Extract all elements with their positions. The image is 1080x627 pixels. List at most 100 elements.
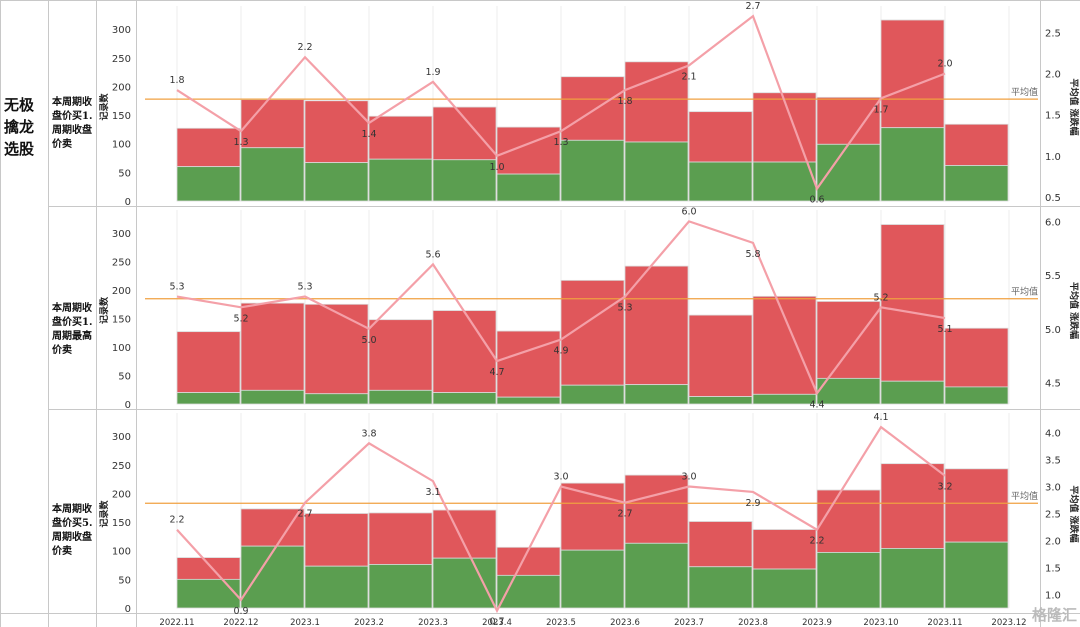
y-tick-label-2-1: 50 <box>118 575 131 586</box>
line-value-label-2-1: 0.9 <box>233 606 248 617</box>
bar-win-2-12 <box>944 541 1009 609</box>
bar-loss-0-6 <box>560 76 625 141</box>
bar-win-2-8 <box>688 566 753 609</box>
bar-win-1-11 <box>880 380 945 405</box>
bar-loss-2-10 <box>816 489 881 553</box>
avg-change-line-0 <box>176 14 946 192</box>
y-tick-label-1-0: 0 <box>125 400 131 411</box>
frame-divider-right <box>1040 0 1041 627</box>
y-axis-label-2: 记录数 <box>98 500 110 528</box>
bar-win-2-4 <box>432 557 497 609</box>
line-value-label-2-5: 0.7 <box>489 617 504 627</box>
line-value-label-0-8: 2.1 <box>681 71 696 82</box>
line-value-label-1-9: 5.8 <box>745 249 760 260</box>
y2-tick-label-0-1: 1.0 <box>1045 152 1061 163</box>
bar-loss-2-8 <box>688 521 753 568</box>
average-label-0: 平均值 <box>1011 86 1038 98</box>
row-divider-2 <box>48 409 1080 410</box>
x-tick-label-3: 2023.2 <box>354 618 384 627</box>
y-tick-label-0-5: 250 <box>112 54 131 65</box>
y-tick-label-0-0: 0 <box>125 197 131 208</box>
bar-loss-1-2 <box>304 303 369 395</box>
y-tick-label-1-3: 150 <box>112 315 131 326</box>
row-label-2: 本周期收盘价买1.周期最高价卖 <box>52 303 93 356</box>
avg-change-line-1 <box>176 220 946 396</box>
row-label-3: 本周期收盘价买5.周期收盘价卖 <box>52 504 93 557</box>
line-value-label-2-6: 3.0 <box>553 472 568 483</box>
avg-change-line-2 <box>176 425 946 614</box>
x-tick-label-6: 2023.5 <box>546 618 576 627</box>
line-value-label-2-12: 3.2 <box>937 482 952 493</box>
y2-tick-label-2-4: 3.0 <box>1045 483 1061 494</box>
line-value-label-1-11: 5.2 <box>873 292 888 303</box>
bar-loss-1-5 <box>496 330 561 398</box>
bar-win-2-2 <box>304 565 369 609</box>
x-tick-label-5: 2023.4 <box>482 618 512 627</box>
x-tick-label-4: 2023.3 <box>418 618 448 627</box>
y2-axis-label-1: 平均值 涨跌幅 <box>1068 282 1080 339</box>
bar-loss-1-8 <box>688 314 753 397</box>
y2-tick-label-2-6: 4.0 <box>1045 429 1061 440</box>
bar-loss-0-9 <box>752 92 817 163</box>
line-value-label-2-7: 2.7 <box>617 509 632 520</box>
line-value-label-2-3: 3.8 <box>361 428 376 439</box>
bar-loss-1-0 <box>176 331 241 394</box>
bar-loss-1-3 <box>368 319 433 391</box>
x-tick-label-0: 2022.11 <box>159 618 194 627</box>
bar-loss-1-12 <box>944 327 1009 388</box>
y-tick-label-2-3: 150 <box>112 518 131 529</box>
bar-win-1-6 <box>560 384 625 405</box>
line-value-label-0-3: 1.4 <box>361 129 376 140</box>
line-value-label-1-7: 5.3 <box>617 303 632 314</box>
line-value-label-2-10: 2.2 <box>809 536 824 547</box>
y2-tick-label-0-4: 2.5 <box>1045 29 1061 40</box>
bar-loss-0-1 <box>240 99 305 149</box>
bar-loss-2-6 <box>560 482 625 551</box>
strategy-title: 无极擒龙选股 <box>4 96 35 158</box>
row-label-1: 本周期收盘价买1.周期收盘价卖 <box>52 97 93 150</box>
bar-win-1-9 <box>752 393 817 405</box>
bar-loss-0-7 <box>624 61 689 143</box>
bar-loss-0-10 <box>816 96 881 145</box>
line-value-label-0-6: 1.3 <box>553 137 568 148</box>
bar-win-0-11 <box>880 127 945 202</box>
y-tick-label-1-4: 200 <box>112 286 131 297</box>
x-tick-label-10: 2023.9 <box>802 618 832 627</box>
line-value-label-1-8: 6.0 <box>681 206 696 217</box>
line-value-label-0-4: 1.9 <box>425 67 440 78</box>
line-value-label-0-1: 1.3 <box>233 137 248 148</box>
y2-tick-label-2-1: 1.5 <box>1045 564 1061 575</box>
bar-loss-1-1 <box>240 302 305 391</box>
line-value-label-0-10: 0.6 <box>809 195 824 206</box>
line-value-label-0-12: 2.0 <box>937 59 952 70</box>
bar-loss-0-12 <box>944 123 1009 166</box>
line-value-label-2-2: 2.7 <box>297 509 312 520</box>
y-tick-label-1-2: 100 <box>112 343 131 354</box>
line-value-label-1-12: 5.1 <box>937 324 952 335</box>
y2-tick-label-0-0: 0.5 <box>1045 193 1061 204</box>
line-value-label-1-5: 4.7 <box>489 367 504 378</box>
bar-win-2-0 <box>176 578 241 609</box>
line-value-label-2-0: 2.2 <box>169 515 184 526</box>
bar-loss-1-4 <box>432 310 497 394</box>
y2-axis-label-2: 平均值 涨跌幅 <box>1068 485 1080 542</box>
y-tick-label-2-4: 200 <box>112 489 131 500</box>
bar-loss-2-0 <box>176 557 241 580</box>
line-value-label-1-10: 4.4 <box>809 399 824 410</box>
line-value-label-0-7: 1.8 <box>617 96 632 107</box>
frame-border-left <box>0 0 1 627</box>
bar-loss-2-4 <box>432 509 497 559</box>
line-value-label-1-4: 5.6 <box>425 249 440 260</box>
bar-win-1-10 <box>816 377 881 405</box>
bar-win-1-1 <box>240 389 305 405</box>
x-tick-label-13: 2023.12 <box>991 618 1026 627</box>
bar-loss-2-3 <box>368 512 433 565</box>
y-tick-label-2-5: 250 <box>112 461 131 472</box>
bar-loss-2-7 <box>624 474 689 544</box>
y-axis-label-0: 记录数 <box>98 93 110 121</box>
y-tick-label-0-6: 300 <box>112 25 131 36</box>
y-tick-label-2-2: 100 <box>112 547 131 558</box>
bar-win-0-1 <box>240 147 305 202</box>
